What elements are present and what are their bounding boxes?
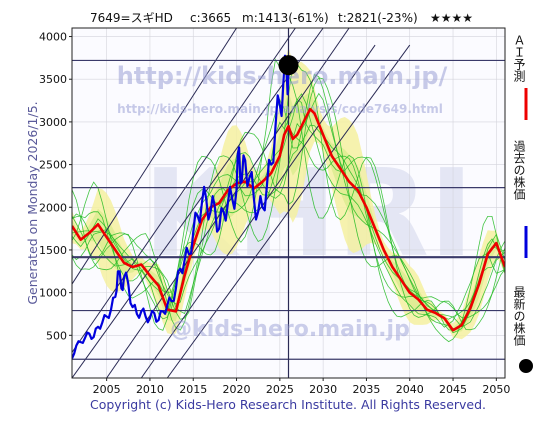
x-tick-label: 2045: [439, 383, 467, 396]
header-min-price: m:1413(-61%): [242, 11, 329, 25]
x-tick-label: 2010: [136, 383, 164, 396]
legend-ai-label: ＡＩ予測: [512, 34, 526, 83]
y-tick-label: 3000: [39, 116, 67, 129]
trend-channel-line: [72, 28, 296, 353]
x-tick-label: 2030: [309, 383, 337, 396]
x-tick-label: 2020: [223, 383, 251, 396]
copyright-text: Copyright (c) Kids-Hero Research Institu…: [90, 397, 486, 412]
ai-forecast-line: [72, 107, 505, 332]
y-tick-label: 3500: [39, 73, 67, 86]
trend-channel-line: [72, 28, 237, 285]
latest-price-point: [278, 55, 299, 76]
generated-date-label: Generated on Monday 2026/1/5.: [25, 101, 40, 304]
x-tick-label: 2015: [179, 383, 207, 396]
y-tick-label: 2500: [39, 159, 67, 172]
y-tick-label: 500: [46, 329, 67, 342]
x-tick-label: 2005: [93, 383, 121, 396]
header-target-price: t:2821(-23%): [338, 11, 418, 25]
header-code-name: 7649=スギHD: [90, 11, 173, 25]
plot-frame: [71, 27, 506, 379]
legend-latest-swatch: [519, 359, 533, 373]
legend-latest-label: 最新の株価: [512, 286, 526, 346]
header-current-price: c:3665: [190, 11, 231, 25]
x-tick-label: 2035: [352, 383, 380, 396]
y-tick-label: 1000: [39, 287, 67, 300]
watermark-logo: KHRI: [143, 145, 473, 284]
x-tick-label: 2050: [482, 383, 510, 396]
y-tick-label: 1500: [39, 244, 67, 257]
watermark-email: @kids-hero.main.jp: [170, 317, 410, 342]
plot-area: KHRIhttp://kids-hero.main.jp/http://kids…: [72, 28, 505, 378]
x-tick-label: 2040: [396, 383, 424, 396]
header-stars: ★★★★: [430, 11, 473, 25]
past-price-line: [72, 54, 290, 359]
trend-channel-line: [72, 28, 324, 378]
chart-header: 7649=スギHD c:3665 m:1413(-61%) t:2821(-23%) ★…: [90, 11, 473, 25]
x-tick-label: 2025: [266, 383, 294, 396]
legend-past-label: 過去の株価: [512, 140, 526, 200]
y-tick-label: 4000: [39, 31, 67, 44]
y-tick-label: 2000: [39, 201, 67, 214]
